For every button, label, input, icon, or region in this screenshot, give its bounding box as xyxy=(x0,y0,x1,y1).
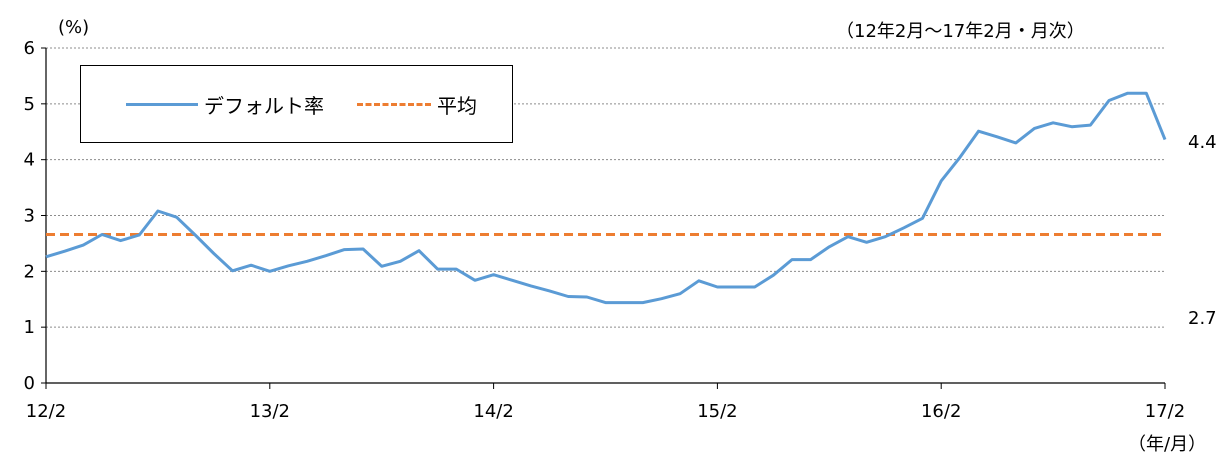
x-tick-label-13/2: 13/2 xyxy=(250,401,290,422)
x-tick-label-14/2: 14/2 xyxy=(473,401,513,422)
y-tick-label-4: 4 xyxy=(24,150,35,171)
gridlines xyxy=(46,47,1165,328)
x-tick-label-12/2: 12/2 xyxy=(26,401,66,422)
x-tick-label-15/2: 15/2 xyxy=(697,401,737,422)
legend-item-default-rate: デフォルト率 xyxy=(126,90,324,119)
legend-swatch-average xyxy=(357,103,431,106)
period-note: （12年2月～17年2月・月次） xyxy=(836,21,1085,42)
axes: 0 1 2 3 4 5 6 12/2 13/2 14/2 15/2 16/2 17/2 xyxy=(24,38,1186,422)
x-unit-label: （年/月） xyxy=(1128,434,1207,455)
series-layer xyxy=(45,91,1167,305)
legend-label-average: 平均 xyxy=(437,94,477,118)
legend-item-average: 平均 xyxy=(357,90,477,119)
end-label-average: 2.7 xyxy=(1188,308,1217,329)
legend: デフォルト率 平均 xyxy=(80,65,513,143)
y-tick-label-2: 2 xyxy=(24,261,35,282)
end-label-default-rate: 4.4 xyxy=(1188,132,1217,153)
y-tick-label-5: 5 xyxy=(24,94,35,115)
y-unit-label: (%) xyxy=(58,17,90,38)
legend-label-default-rate: デフォルト率 xyxy=(204,94,324,118)
y-tick-label-6: 6 xyxy=(24,38,35,59)
y-tick-label-0: 0 xyxy=(24,373,35,394)
y-tick-label-3: 3 xyxy=(24,206,35,227)
y-tick-label-1: 1 xyxy=(24,317,35,338)
x-tick-label-17/2: 17/2 xyxy=(1145,401,1185,422)
legend-swatch-default-rate xyxy=(126,103,198,106)
x-tick-label-16/2: 16/2 xyxy=(921,401,961,422)
